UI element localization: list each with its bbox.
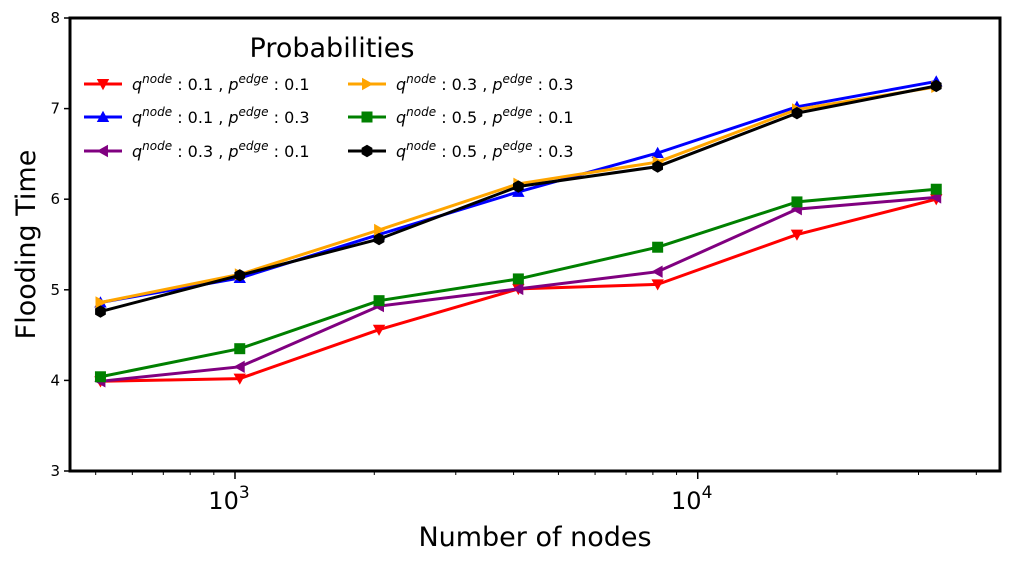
data-point <box>651 146 664 158</box>
data-point <box>791 196 803 208</box>
plot-frame <box>68 16 1002 473</box>
data-point <box>651 265 663 278</box>
legend-item: qnode : 0.1 , pedge : 0.3 <box>84 105 310 127</box>
data-point <box>790 229 804 241</box>
data-point <box>234 343 246 355</box>
data-point <box>233 373 246 385</box>
legend-swatch-marker <box>96 144 108 158</box>
data-point <box>374 223 386 237</box>
data-point <box>233 360 245 374</box>
data-point <box>791 106 803 120</box>
series-5 <box>94 183 942 383</box>
legend-label: qnode : 0.5 , pedge : 0.3 <box>396 139 574 161</box>
data-point <box>372 324 386 336</box>
y-tick-label: 4 <box>50 371 60 389</box>
data-point <box>234 269 246 282</box>
legend-item: qnode : 0.5 , pedge : 0.3 <box>348 139 574 161</box>
y-tick-label: 8 <box>50 9 60 27</box>
data-point <box>930 183 942 195</box>
x-axis-title: Number of nodes <box>418 522 651 553</box>
legend-label: qnode : 0.5 , pedge : 0.1 <box>396 105 574 127</box>
data-point <box>94 371 106 383</box>
y-tick-label: 3 <box>50 462 60 480</box>
legend-label: qnode : 0.1 , pedge : 0.3 <box>132 105 310 127</box>
data-point <box>512 273 524 285</box>
series-layer <box>94 75 943 388</box>
y-tick-label: 7 <box>50 100 60 118</box>
data-point <box>651 279 664 291</box>
data-point <box>373 295 385 307</box>
tick-layer: 3 4 5 6 7 8 103 104 <box>50 9 977 515</box>
data-point <box>652 160 664 173</box>
legend-swatch-marker <box>96 110 110 122</box>
legend-label: qnode : 0.3 , pedge : 0.3 <box>396 72 574 94</box>
data-point <box>512 180 524 193</box>
x-tick-label: 104 <box>671 483 712 515</box>
data-point <box>95 296 107 309</box>
data-point <box>512 282 524 296</box>
legend-item: qnode : 0.3 , pedge : 0.1 <box>84 139 310 161</box>
legend-label: qnode : 0.1 , pedge : 0.1 <box>132 72 310 94</box>
legend-label: qnode : 0.3 , pedge : 0.1 <box>132 139 310 161</box>
y-axis-title: Flooding Time <box>11 150 42 340</box>
data-point <box>930 79 942 93</box>
legend-swatch-marker <box>362 77 374 91</box>
data-point <box>95 305 106 318</box>
legend: Probabilities qnode : 0.1 , pedge : 0.1 qn… <box>84 33 574 161</box>
legend-title: Probabilities <box>250 33 415 64</box>
data-point <box>652 241 664 253</box>
y-tick-label: 6 <box>50 190 60 208</box>
legend-swatch-marker <box>361 144 373 158</box>
x-tick-label: 103 <box>208 483 249 515</box>
legend-item: qnode : 0.1 , pedge : 0.1 <box>84 72 310 94</box>
y-tick-label: 5 <box>50 281 60 299</box>
legend-item: qnode : 0.5 , pedge : 0.1 <box>348 105 574 127</box>
series-6 <box>95 79 942 318</box>
legend-swatch-marker <box>96 79 110 91</box>
legend-item: qnode : 0.3 , pedge : 0.3 <box>348 72 574 94</box>
legend-swatch-marker <box>361 111 373 123</box>
data-point <box>373 232 385 246</box>
